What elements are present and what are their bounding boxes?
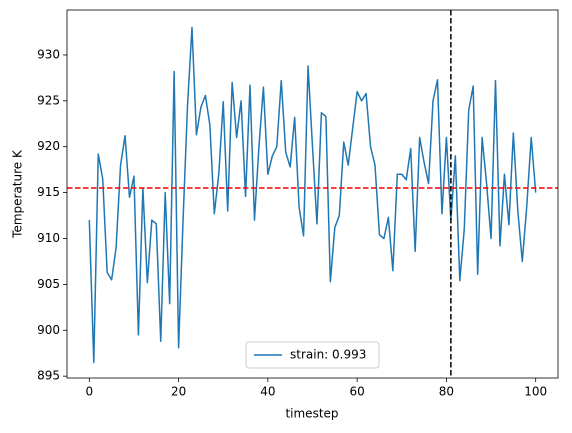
x-tick-label: 40 xyxy=(260,385,275,399)
y-tick-label: 915 xyxy=(37,185,60,199)
legend-label: strain: 0.993 xyxy=(290,348,366,362)
x-tick-label: 60 xyxy=(349,385,364,399)
x-tick-label: 0 xyxy=(85,385,93,399)
x-axis-label: timestep xyxy=(285,407,338,421)
y-axis-label: Temperature K xyxy=(11,149,25,239)
y-tick-label: 925 xyxy=(37,93,60,107)
x-tick-label: 80 xyxy=(439,385,454,399)
y-tick-label: 930 xyxy=(37,47,60,61)
y-tick-label: 920 xyxy=(37,139,60,153)
x-tick-label: 100 xyxy=(524,385,547,399)
y-tick-label: 895 xyxy=(37,369,60,383)
legend-box xyxy=(245,341,380,369)
y-tick-label: 910 xyxy=(37,231,60,245)
y-tick-label: 900 xyxy=(37,323,60,337)
data-line xyxy=(88,26,537,364)
x-tick-label: 20 xyxy=(171,385,186,399)
y-tick-label: 905 xyxy=(37,277,60,291)
plot-frame xyxy=(66,9,559,379)
